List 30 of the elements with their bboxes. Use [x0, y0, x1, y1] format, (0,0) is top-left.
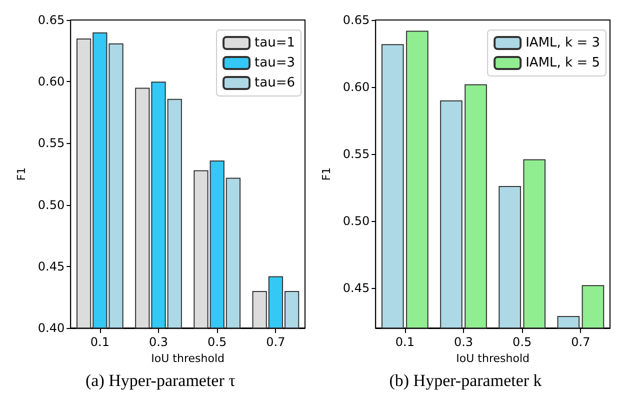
legend-label: IAML, k = 5 [526, 56, 600, 70]
y-tick-label: 0.60 [38, 74, 65, 89]
legend-label: IAML, k = 3 [526, 36, 600, 50]
y-tick-label: 0.60 [342, 80, 370, 94]
x-tick-label: 0.5 [208, 335, 227, 349]
x-tick-label: 0.5 [512, 335, 532, 349]
y-tick-label: 0.55 [342, 146, 370, 161]
x-tick-label: 0.7 [266, 335, 286, 349]
x-tick-label: 0.3 [148, 335, 168, 349]
text: (b) Hyper-parameter k [389, 371, 542, 390]
x-axis-title: IoU threshold [151, 352, 224, 365]
x-tick-label: 0.1 [395, 335, 414, 349]
y-tick-label: 0.65 [38, 13, 65, 27]
y-tick-label: 0.65 [342, 13, 370, 27]
legend-label: tau=6 [254, 76, 295, 90]
x-tick-label: 0.1 [90, 335, 110, 349]
y-tick-label: 0.50 [342, 214, 370, 228]
x-axis-title: IoU threshold [456, 352, 530, 365]
x-tick-label: 0.3 [454, 335, 474, 349]
y-tick-label: 0.50 [38, 198, 65, 212]
y-axis-title: F1 [320, 167, 333, 181]
legend-label: tau=3 [254, 56, 295, 70]
y-tick-label: 0.55 [38, 136, 65, 150]
legend-label: tau=1 [254, 36, 295, 50]
text: (a) Hyper-parameter τ [86, 371, 236, 390]
y-tick-label: 0.45 [38, 259, 65, 274]
y-tick-label: 0.45 [342, 280, 370, 295]
y-tick-label: 0.40 [38, 321, 65, 335]
y-axis-title: F1 [15, 167, 28, 181]
x-tick-label: 0.7 [571, 335, 590, 349]
